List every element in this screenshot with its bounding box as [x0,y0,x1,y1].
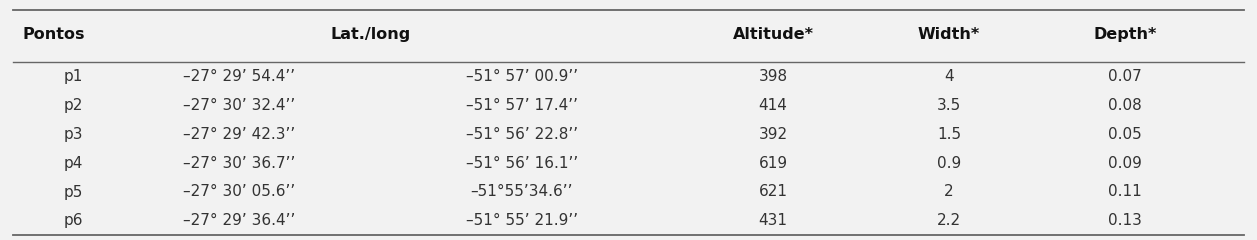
Text: –51° 56’ 16.1’’: –51° 56’ 16.1’’ [465,156,578,171]
Text: p4: p4 [63,156,83,171]
Text: 0.05: 0.05 [1109,127,1141,142]
Text: p2: p2 [63,98,83,113]
Text: Lat./long: Lat./long [331,27,411,42]
Text: –27° 29’ 42.3’’: –27° 29’ 42.3’’ [182,127,295,142]
Text: –27° 29’ 54.4’’: –27° 29’ 54.4’’ [182,69,295,84]
Text: Pontos: Pontos [23,27,85,42]
Text: –51°55’34.6’’: –51°55’34.6’’ [470,185,573,199]
Text: –27° 30’ 05.6’’: –27° 30’ 05.6’’ [182,185,295,199]
Text: 0.9: 0.9 [936,156,962,171]
Text: 1.5: 1.5 [936,127,962,142]
Text: 0.08: 0.08 [1109,98,1141,113]
Text: 0.09: 0.09 [1109,156,1141,171]
Text: 3.5: 3.5 [936,98,962,113]
Text: –51° 55’ 21.9’’: –51° 55’ 21.9’’ [465,213,578,228]
Text: –27° 30’ 32.4’’: –27° 30’ 32.4’’ [182,98,295,113]
Text: 431: 431 [758,213,788,228]
Text: 398: 398 [758,69,788,84]
Text: 392: 392 [758,127,788,142]
Text: 414: 414 [759,98,787,113]
Text: Depth*: Depth* [1094,27,1156,42]
Text: 2.2: 2.2 [936,213,962,228]
Text: 2: 2 [944,185,954,199]
Text: p3: p3 [63,127,83,142]
Text: 4: 4 [944,69,954,84]
Text: –27° 30’ 36.7’’: –27° 30’ 36.7’’ [182,156,295,171]
Text: p6: p6 [63,213,83,228]
Text: 0.13: 0.13 [1109,213,1141,228]
Text: p1: p1 [63,69,83,84]
Text: 0.07: 0.07 [1109,69,1141,84]
Text: p5: p5 [63,185,83,199]
Text: –51° 57’ 00.9’’: –51° 57’ 00.9’’ [465,69,578,84]
Text: –51° 56’ 22.8’’: –51° 56’ 22.8’’ [465,127,578,142]
Text: –51° 57’ 17.4’’: –51° 57’ 17.4’’ [465,98,578,113]
Text: Altitude*: Altitude* [733,27,813,42]
Text: 621: 621 [758,185,788,199]
Text: 619: 619 [758,156,788,171]
Text: –27° 29’ 36.4’’: –27° 29’ 36.4’’ [182,213,295,228]
Text: Width*: Width* [918,27,980,42]
Text: 0.11: 0.11 [1109,185,1141,199]
